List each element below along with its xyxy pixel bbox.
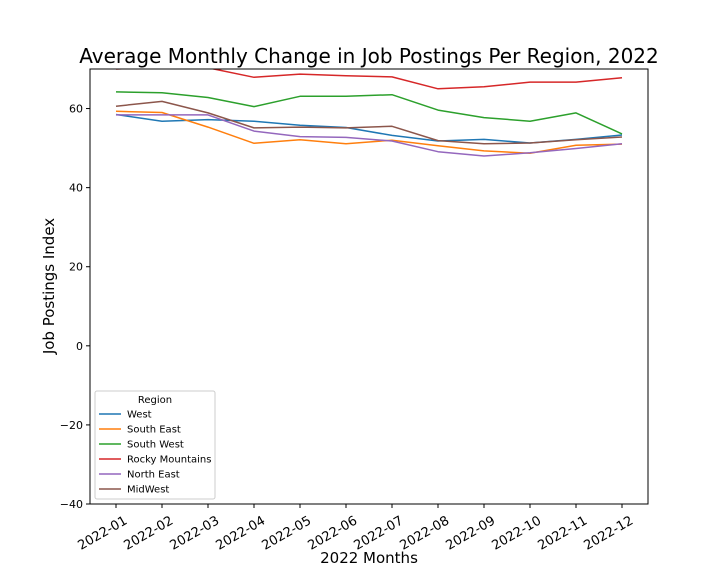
legend-label-west: West [127,410,152,421]
y-tick-label: −40 [60,498,83,511]
y-axis: −40 −20 0 20 40 60 [60,103,90,511]
x-tick-label: 2022-10 [489,513,544,553]
series-line-south-west [115,91,623,135]
legend-label-midwest: MidWest [127,485,169,496]
x-tick-label: 2022-12 [581,513,636,553]
legend-label-south-east: South East [127,425,181,436]
x-tick-label: 2022-06 [305,513,360,553]
x-tick-label: 2022-08 [397,513,452,553]
x-axis-label: 2022 Months [320,549,418,567]
plot-frame [89,68,649,505]
y-tick-label: 40 [69,182,83,195]
chart-title: Average Monthly Change in Job Postings P… [79,44,659,68]
x-tick-label: 2022-09 [443,513,498,553]
series-line-rocky-mountains [116,69,623,90]
x-tick-label: 2022-01 [75,513,130,553]
y-axis-label: Job Postings Index [40,218,58,355]
x-tick-label: 2022-07 [351,513,406,553]
legend-label-rocky-mountains: Rocky Mountains [127,455,211,466]
x-tick-label: 2022-04 [213,513,268,553]
y-tick-label: −20 [60,419,83,432]
legend-label-north-east: North East [127,470,180,481]
x-axis: 2022-012022-022022-032022-042022-052022-… [75,504,636,554]
x-tick-label: 2022-03 [167,513,222,553]
x-tick-label: 2022-02 [121,513,176,553]
series-line-midwest [115,100,623,145]
series-line-north-east [116,114,623,157]
legend-title: Region [138,395,172,406]
y-tick-label: 20 [69,261,83,274]
legend-box [94,390,216,500]
y-tick-label: 0 [76,340,83,353]
x-tick-label: 2022-05 [259,513,314,553]
y-tick-label: 60 [69,103,83,116]
legend: Region West South East South West Rocky Mou… [94,390,216,500]
series-layer [115,69,623,157]
legend-label-south-west: South West [127,440,184,451]
x-tick-label: 2022-11 [535,513,590,553]
